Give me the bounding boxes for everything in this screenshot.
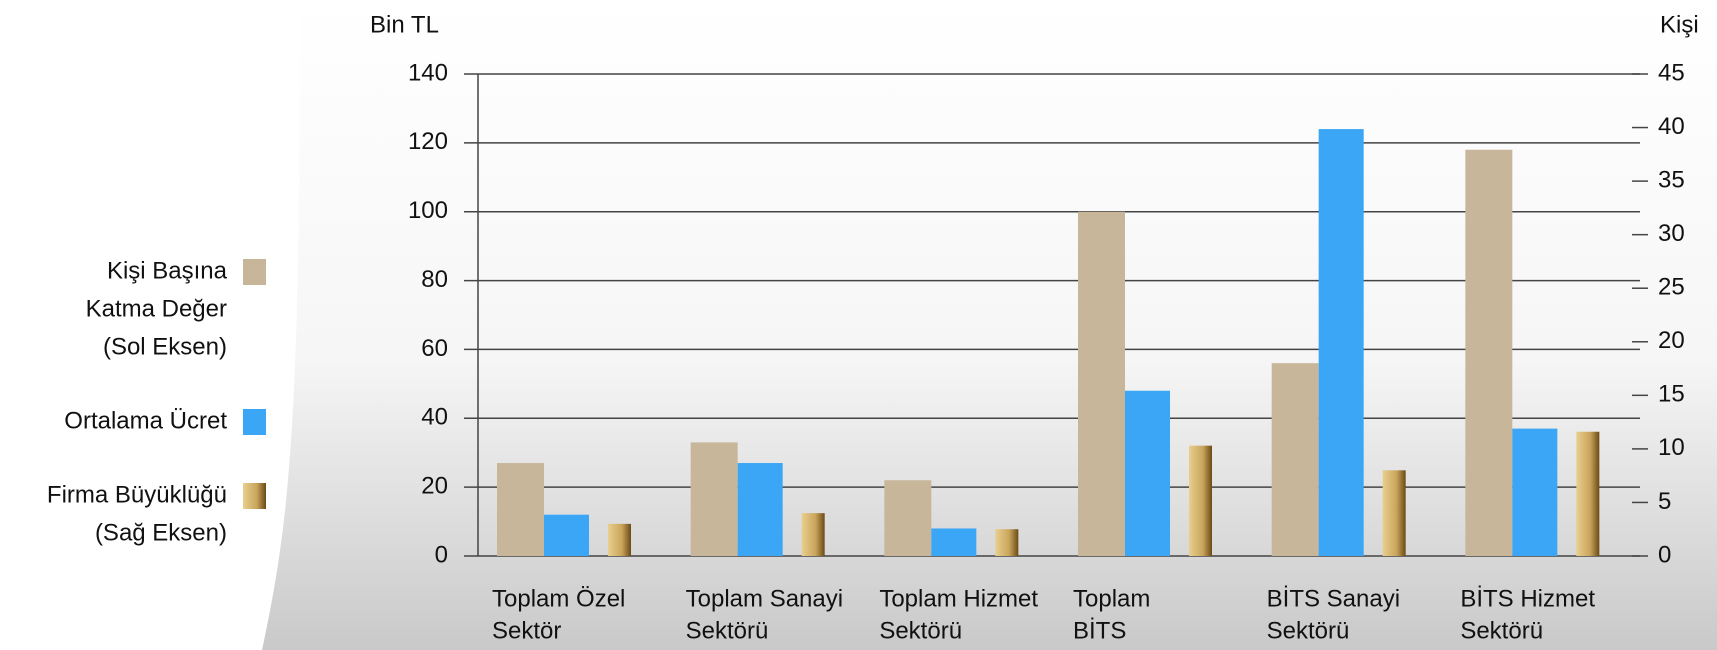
y-tick-label: 40 (421, 404, 448, 431)
legend-label: (Sol Eksen) (103, 333, 227, 360)
legend-label: Kişi Başına (107, 257, 228, 284)
y2-axis-label: Kişi (1660, 11, 1699, 38)
x-tick-label: Toplam Sanayi (686, 585, 843, 612)
x-tick-label: BİTS (1073, 617, 1126, 644)
bar (1576, 431, 1600, 556)
y2-tick-label: 15 (1658, 381, 1685, 408)
x-tick-label: BİTS Hizmet (1460, 585, 1595, 612)
x-tick-label: Sektörü (1460, 617, 1543, 644)
legend-label: (Sağ Eksen) (95, 519, 227, 546)
y2-tick-label: 45 (1658, 59, 1685, 86)
bar (1318, 129, 1364, 557)
legend-label: Ortalama Ücret (64, 407, 227, 434)
y2-tick-label: 40 (1658, 113, 1685, 140)
y-tick-label: 0 (435, 541, 448, 568)
legend-swatch (243, 409, 266, 435)
bar (931, 528, 977, 556)
x-tick-label: Sektörü (879, 617, 962, 644)
legend-label: Firma Büyüklüğü (47, 481, 227, 508)
bar (497, 463, 544, 556)
legend-label: Katma Değer (86, 295, 227, 322)
y-tick-label: 140 (408, 59, 448, 86)
x-tick-label: Sektörü (686, 617, 769, 644)
y2-tick-label: 25 (1658, 274, 1685, 301)
x-tick-label: Sektörü (1267, 617, 1350, 644)
bar (690, 442, 738, 556)
y2-tick-label: 20 (1658, 327, 1685, 354)
y2-tick-label: 30 (1658, 220, 1685, 247)
bar (737, 463, 783, 556)
bar (801, 513, 825, 556)
x-tick-label: Toplam Hizmet (879, 585, 1038, 612)
bar (1382, 470, 1406, 556)
bar (1465, 149, 1513, 556)
y2-tick-label: 5 (1658, 488, 1671, 515)
y-tick-label: 80 (421, 266, 448, 293)
y2-tick-label: 0 (1658, 541, 1671, 568)
y2-tick-label: 10 (1658, 434, 1685, 461)
legend-swatch (243, 483, 266, 509)
bar (995, 529, 1019, 556)
y-tick-label: 60 (421, 335, 448, 362)
y-tick-label: 100 (408, 197, 448, 224)
bar (1189, 445, 1212, 556)
bar (1078, 211, 1125, 556)
x-tick-label: Sektör (492, 617, 561, 644)
bar (1271, 363, 1319, 556)
bar (884, 480, 932, 556)
x-tick-label: Toplam (1073, 585, 1150, 612)
x-tick-label: Toplam Özel (492, 585, 625, 612)
y2-tick-label: 35 (1658, 166, 1685, 193)
y-tick-label: 20 (421, 472, 448, 499)
bar (1125, 390, 1170, 556)
legend-swatch (243, 259, 266, 285)
y-tick-label: 120 (408, 128, 448, 155)
x-tick-label: BİTS Sanayi (1267, 585, 1400, 612)
bar (1512, 428, 1558, 556)
y-axis-label: Bin TL (370, 11, 439, 38)
bar (608, 523, 631, 556)
bar (544, 514, 589, 556)
